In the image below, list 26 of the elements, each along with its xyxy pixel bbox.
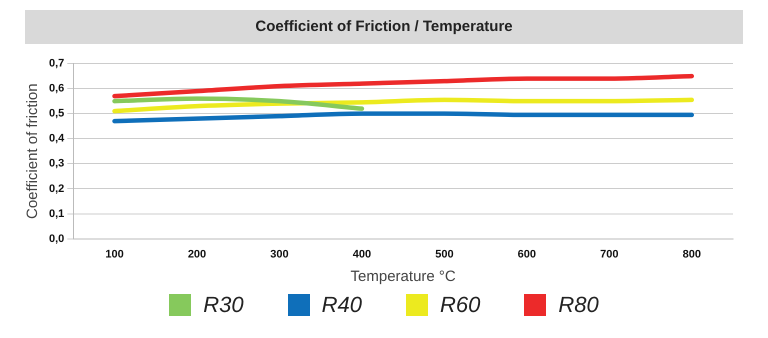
y-tick-label: 0,5 (48, 108, 64, 120)
x-tick-label: 300 (270, 248, 289, 260)
x-tick-label: 100 (105, 248, 124, 260)
x-tick-label: 700 (600, 248, 618, 260)
y-axis-title: Coefficient of friction (24, 83, 42, 220)
line-series (112, 111, 694, 124)
legend-label: R40 (322, 292, 362, 318)
x-tick-label: 800 (682, 248, 701, 260)
y-tick-label: 0,0 (48, 232, 64, 245)
x-axis-title: Temperature °C (350, 268, 456, 286)
y-tick-label: 0,6 (48, 82, 64, 95)
x-tick-label: 500 (435, 248, 454, 260)
line-series (112, 98, 694, 114)
legend-label: R60 (440, 292, 480, 318)
x-tick-label: 400 (352, 248, 372, 260)
y-tick-label: 0,1 (48, 208, 64, 220)
y-tick-label: 0,4 (48, 132, 66, 145)
y-tick-label: 0,3 (48, 158, 64, 170)
legend-label: R80 (558, 292, 599, 318)
chart-title: Coefficient of Friction / Temperature (25, 10, 743, 44)
legend-label: R30 (203, 292, 244, 318)
x-tick-label: 200 (188, 248, 206, 260)
line-series (112, 74, 694, 98)
y-tick-label: 0,7 (48, 58, 64, 70)
x-tick-label: 600 (518, 248, 536, 260)
y-tick-label: 0,2 (48, 182, 64, 195)
